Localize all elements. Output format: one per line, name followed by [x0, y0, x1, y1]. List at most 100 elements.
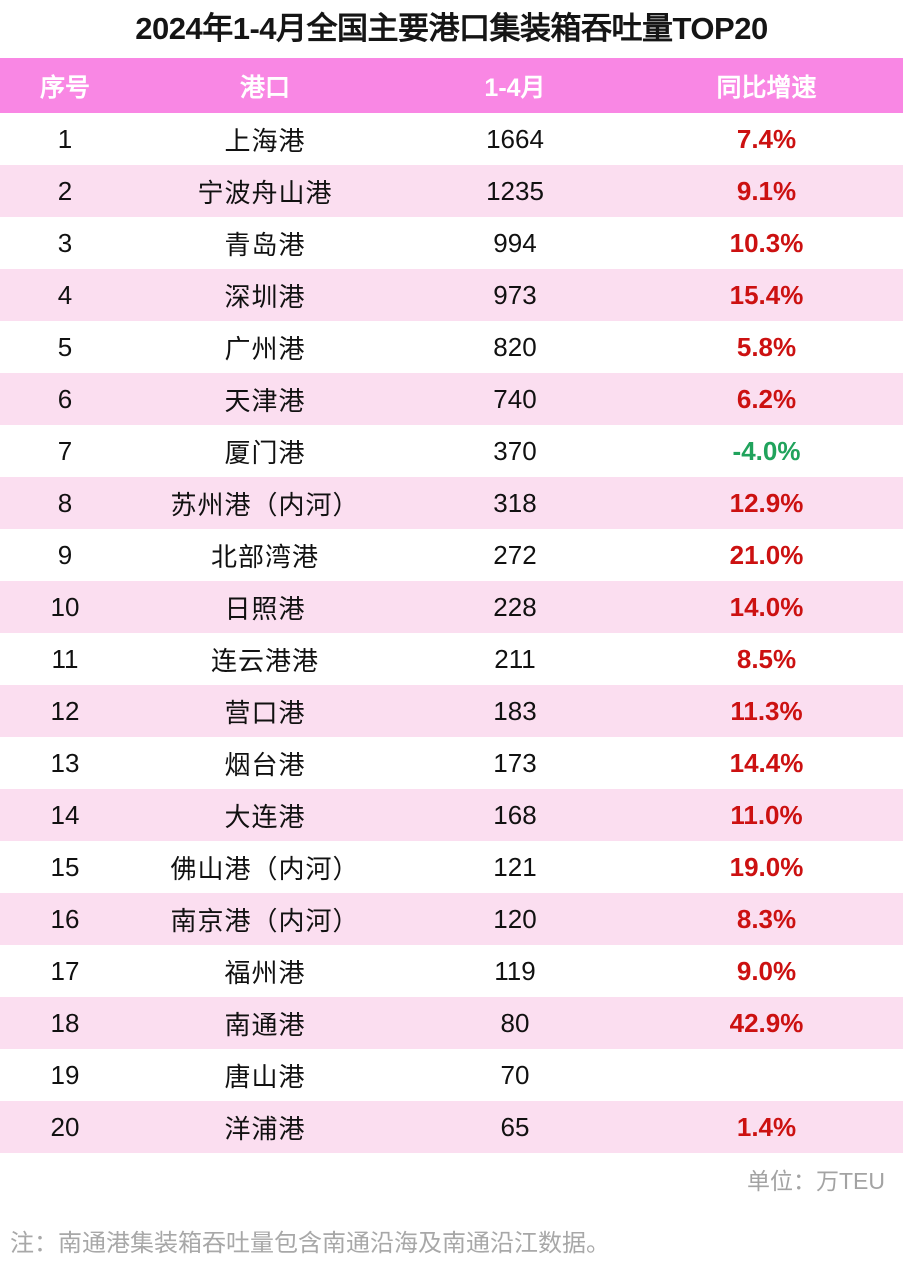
- table-row: 10 日照港 228 14.0%: [0, 581, 903, 633]
- column-header-growth: 同比增速: [630, 58, 903, 113]
- table-header-row: 序号 港口 1-4月 同比增速: [0, 58, 903, 113]
- cell-index: 15: [0, 841, 130, 893]
- cell-port-name: 福州港: [130, 945, 400, 997]
- cell-growth-rate: 9.0%: [630, 945, 903, 997]
- cell-index: 8: [0, 477, 130, 529]
- cell-volume: 211: [400, 633, 630, 685]
- table-body: 1 上海港 1664 7.4% 2 宁波舟山港 1235 9.1% 3 青岛港 994 10.3% 4 深…: [0, 113, 903, 1153]
- cell-port-name: 天津港: [130, 373, 400, 425]
- cell-port-name: 厦门港: [130, 425, 400, 477]
- cell-volume: 120: [400, 893, 630, 945]
- table-row: 15 佛山港（内河） 121 19.0%: [0, 841, 903, 893]
- table-row: 1 上海港 1664 7.4%: [0, 113, 903, 165]
- cell-growth-rate: 14.0%: [630, 581, 903, 633]
- table-row: 6 天津港 740 6.2%: [0, 373, 903, 425]
- cell-port-name: 连云港港: [130, 633, 400, 685]
- cell-volume: 228: [400, 581, 630, 633]
- cell-volume: 1235: [400, 165, 630, 217]
- cell-growth-rate: [630, 1049, 903, 1101]
- cell-volume: 272: [400, 529, 630, 581]
- cell-volume: 65: [400, 1101, 630, 1153]
- cell-port-name: 南通港: [130, 997, 400, 1049]
- cell-port-name: 营口港: [130, 685, 400, 737]
- cell-port-name: 上海港: [130, 113, 400, 165]
- cell-index: 1: [0, 113, 130, 165]
- cell-volume: 740: [400, 373, 630, 425]
- column-header-port: 港口: [130, 58, 400, 113]
- cell-growth-rate: 12.9%: [630, 477, 903, 529]
- cell-growth-rate: 21.0%: [630, 529, 903, 581]
- cell-growth-rate: 8.3%: [630, 893, 903, 945]
- cell-port-name: 佛山港（内河）: [130, 841, 400, 893]
- cell-port-name: 广州港: [130, 321, 400, 373]
- table-row: 2 宁波舟山港 1235 9.1%: [0, 165, 903, 217]
- cell-volume: 1664: [400, 113, 630, 165]
- cell-port-name: 青岛港: [130, 217, 400, 269]
- cell-growth-rate: 8.5%: [630, 633, 903, 685]
- cell-index: 3: [0, 217, 130, 269]
- cell-port-name: 深圳港: [130, 269, 400, 321]
- table-row: 20 洋浦港 65 1.4%: [0, 1101, 903, 1153]
- table-header: 序号 港口 1-4月 同比增速: [0, 58, 903, 113]
- table-row: 5 广州港 820 5.8%: [0, 321, 903, 373]
- cell-growth-rate: 15.4%: [630, 269, 903, 321]
- cell-port-name: 北部湾港: [130, 529, 400, 581]
- table-row: 11 连云港港 211 8.5%: [0, 633, 903, 685]
- table-row: 13 烟台港 173 14.4%: [0, 737, 903, 789]
- table-row: 8 苏州港（内河） 318 12.9%: [0, 477, 903, 529]
- cell-growth-rate: 11.0%: [630, 789, 903, 841]
- cell-index: 17: [0, 945, 130, 997]
- cell-index: 16: [0, 893, 130, 945]
- table-row: 14 大连港 168 11.0%: [0, 789, 903, 841]
- cell-index: 7: [0, 425, 130, 477]
- cell-index: 6: [0, 373, 130, 425]
- cell-index: 4: [0, 269, 130, 321]
- cell-volume: 80: [400, 997, 630, 1049]
- cell-index: 5: [0, 321, 130, 373]
- cell-growth-rate: 7.4%: [630, 113, 903, 165]
- cell-port-name: 大连港: [130, 789, 400, 841]
- cell-volume: 370: [400, 425, 630, 477]
- cell-volume: 318: [400, 477, 630, 529]
- cell-volume: 994: [400, 217, 630, 269]
- cell-growth-rate: 5.8%: [630, 321, 903, 373]
- cell-volume: 173: [400, 737, 630, 789]
- table-row: 16 南京港（内河） 120 8.3%: [0, 893, 903, 945]
- cell-index: 9: [0, 529, 130, 581]
- cell-volume: 70: [400, 1049, 630, 1101]
- cell-port-name: 宁波舟山港: [130, 165, 400, 217]
- cell-volume: 119: [400, 945, 630, 997]
- column-header-volume: 1-4月: [400, 58, 630, 113]
- cell-growth-rate: 10.3%: [630, 217, 903, 269]
- page-title: 2024年1-4月全国主要港口集装箱吞吐量TOP20: [135, 11, 768, 46]
- port-throughput-table: 序号 港口 1-4月 同比增速 1 上海港 1664 7.4% 2 宁波舟山港 1235 9.…: [0, 58, 903, 1153]
- footnote: 注：南通港集装箱吞吐量包含南通沿海及南通沿江数据。: [10, 1230, 610, 1257]
- cell-port-name: 苏州港（内河）: [130, 477, 400, 529]
- table-row: 19 唐山港 70: [0, 1049, 903, 1101]
- table-row: 4 深圳港 973 15.4%: [0, 269, 903, 321]
- table-row: 12 营口港 183 11.3%: [0, 685, 903, 737]
- cell-port-name: 南京港（内河）: [130, 893, 400, 945]
- cell-volume: 973: [400, 269, 630, 321]
- cell-index: 2: [0, 165, 130, 217]
- cell-growth-rate: 14.4%: [630, 737, 903, 789]
- cell-port-name: 唐山港: [130, 1049, 400, 1101]
- cell-port-name: 洋浦港: [130, 1101, 400, 1153]
- cell-volume: 183: [400, 685, 630, 737]
- cell-index: 20: [0, 1101, 130, 1153]
- table-row: 3 青岛港 994 10.3%: [0, 217, 903, 269]
- cell-index: 10: [0, 581, 130, 633]
- cell-volume: 168: [400, 789, 630, 841]
- cell-volume: 820: [400, 321, 630, 373]
- table-row: 17 福州港 119 9.0%: [0, 945, 903, 997]
- cell-index: 13: [0, 737, 130, 789]
- cell-index: 11: [0, 633, 130, 685]
- cell-index: 12: [0, 685, 130, 737]
- cell-index: 14: [0, 789, 130, 841]
- column-header-index: 序号: [0, 58, 130, 113]
- cell-port-name: 日照港: [130, 581, 400, 633]
- cell-growth-rate: 1.4%: [630, 1101, 903, 1153]
- cell-growth-rate: 19.0%: [630, 841, 903, 893]
- cell-index: 18: [0, 997, 130, 1049]
